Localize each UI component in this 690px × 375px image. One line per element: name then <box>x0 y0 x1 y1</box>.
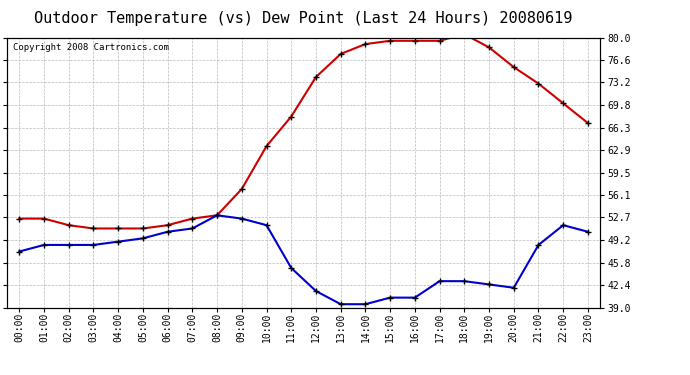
Text: Copyright 2008 Cartronics.com: Copyright 2008 Cartronics.com <box>13 43 169 52</box>
Text: Outdoor Temperature (vs) Dew Point (Last 24 Hours) 20080619: Outdoor Temperature (vs) Dew Point (Last… <box>34 11 573 26</box>
